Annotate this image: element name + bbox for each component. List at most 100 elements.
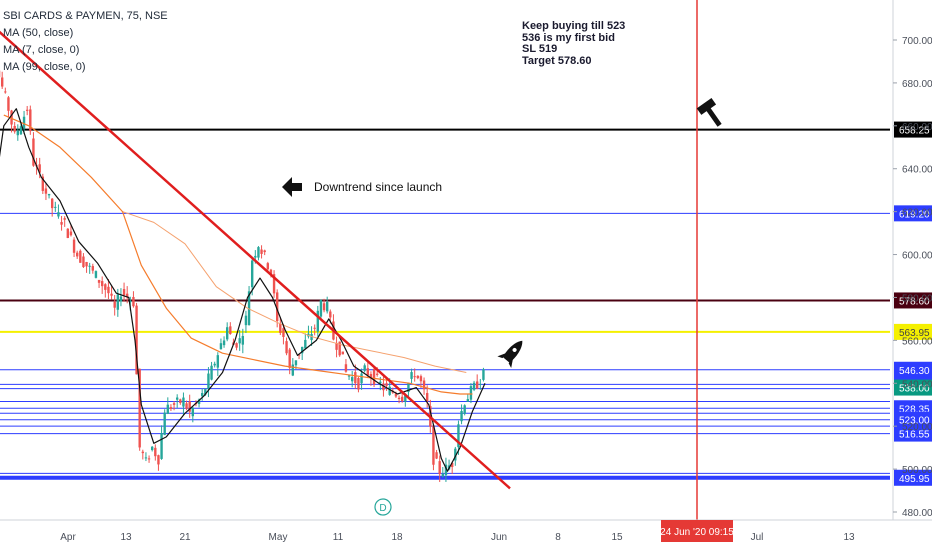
candle-body <box>119 296 123 302</box>
candle-body <box>222 340 226 346</box>
candle-body <box>344 364 348 372</box>
level-price-label: 563.95 <box>899 328 930 339</box>
candle-body <box>472 382 476 390</box>
moving-averages <box>0 108 486 472</box>
time-axis[interactable]: Apr 13 21 May 11 18 Jun 8 15 Jul 13 24 Jun '20 09:1… <box>0 519 932 543</box>
candle-body <box>316 310 320 332</box>
candle-body <box>338 341 341 356</box>
candle-body <box>360 373 363 384</box>
candle-body <box>132 297 135 307</box>
candle-body <box>350 377 354 382</box>
candle-body <box>272 274 276 294</box>
candle-body <box>4 91 7 93</box>
candle-body <box>285 341 288 354</box>
candle-body <box>266 263 270 270</box>
candle-body <box>44 188 48 194</box>
note-line-2: 536 is my first bid <box>522 31 615 44</box>
hammer-handle <box>706 107 722 127</box>
candle-body <box>179 399 182 403</box>
candle-body <box>357 377 360 390</box>
candle-body <box>157 455 160 465</box>
hammer-icon <box>696 98 722 127</box>
candle-body <box>269 269 273 274</box>
level-price-label: 538.00 <box>899 384 930 395</box>
candle-body <box>25 109 29 111</box>
level-price-tag <box>894 469 932 486</box>
level-price-label: 495.95 <box>899 474 930 485</box>
symbol-title[interactable]: SBI CARDS & PAYMEN, 75, NSE <box>3 10 168 22</box>
price-axis-bg <box>893 0 932 550</box>
level-price-label: 619.20 <box>899 209 930 220</box>
candle-body <box>441 473 445 477</box>
candle-body <box>116 294 120 310</box>
candle-body <box>200 393 204 397</box>
legend-ma-99[interactable]: MA (99, close, 0) <box>3 61 86 73</box>
candle-body <box>247 291 251 326</box>
candle-body <box>185 403 188 409</box>
candle-body <box>372 368 376 385</box>
candle-body <box>72 239 76 253</box>
candle-body <box>257 247 260 258</box>
candle-body <box>335 342 338 350</box>
candle-body <box>57 212 60 217</box>
candle-body <box>463 405 466 414</box>
candle-body <box>122 289 126 296</box>
candle-body <box>110 293 113 296</box>
candle-body <box>19 126 23 135</box>
candle-body <box>407 383 410 392</box>
candle-body <box>422 380 426 390</box>
candle-body <box>147 458 151 460</box>
trade-note[interactable]: Keep buying till 523 536 is my first bid… <box>522 20 625 67</box>
crosshair-date-label: 24 Jun '20 09:15 <box>660 527 734 538</box>
legend-ma-50[interactable]: MA (50, close) <box>3 27 74 39</box>
candle-body <box>294 360 298 366</box>
y-tick-label: 640.00 <box>902 165 932 176</box>
candle-body <box>279 323 282 333</box>
ma-7-line <box>0 108 486 472</box>
candle-body <box>60 222 63 225</box>
downtrend-annotation[interactable]: Downtrend since launch <box>314 180 443 194</box>
candle-body <box>204 389 207 395</box>
downtrend-line[interactable] <box>0 0 511 490</box>
y-tick-label: 620.00 <box>902 208 932 219</box>
candle-body <box>150 446 154 451</box>
candle-body <box>169 407 173 410</box>
event-marker-label: D <box>379 503 386 514</box>
y-tick-label: 560.00 <box>902 336 932 347</box>
candle-body <box>79 250 82 263</box>
candle-body <box>313 327 316 329</box>
x-tick-label: Apr <box>60 532 76 543</box>
candle-body <box>172 403 176 405</box>
legend-ma-7[interactable]: MA (7, close, 0) <box>3 44 80 56</box>
candle-body <box>466 399 470 402</box>
candle-body <box>325 302 329 312</box>
x-tick-label: 21 <box>179 532 191 543</box>
x-tick-label: May <box>269 532 288 543</box>
candle-body <box>63 218 66 220</box>
price-axis[interactable]: 658.25619.20578.60563.95546.30539.50538.… <box>892 0 932 550</box>
candle-body <box>379 381 382 384</box>
candle-body <box>210 365 213 380</box>
candle-body <box>469 386 473 400</box>
horizontal-levels <box>0 128 890 480</box>
candle-body <box>166 404 170 414</box>
candle-body <box>275 292 279 321</box>
candle-body <box>141 451 145 454</box>
candle-body <box>363 365 366 371</box>
x-tick-label: 13 <box>843 532 855 543</box>
candle-body <box>100 281 104 287</box>
level-price-label: 546.30 <box>899 366 930 377</box>
candle-body <box>375 373 379 375</box>
candle-body <box>454 448 457 461</box>
candle-body <box>0 77 4 87</box>
candle-body <box>69 231 73 236</box>
candle-body <box>341 351 345 355</box>
level-price-tag <box>894 205 932 222</box>
rocket-icon <box>497 340 523 368</box>
rocket-fins <box>497 352 514 368</box>
candle-body <box>288 349 291 368</box>
candle-body <box>129 300 132 303</box>
candle-body <box>241 336 245 345</box>
candle-body <box>244 315 248 326</box>
